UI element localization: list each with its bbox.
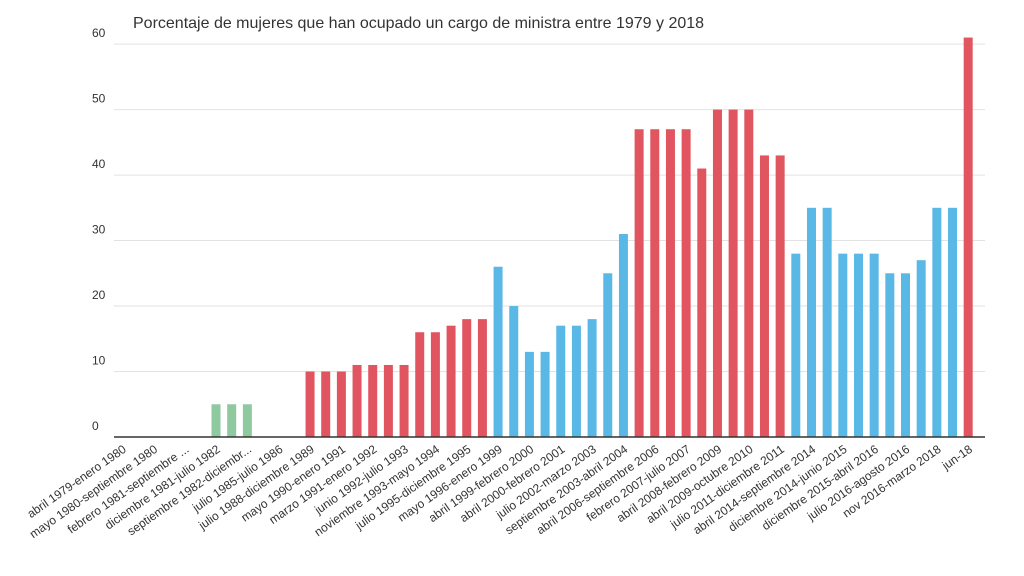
bar (759, 155, 769, 437)
bar (869, 253, 879, 437)
bar (901, 273, 910, 437)
bar (916, 260, 926, 437)
bar (822, 207, 832, 437)
bar (399, 364, 409, 437)
bar (242, 404, 252, 437)
bar (336, 371, 346, 437)
y-tick-label: 10 (92, 354, 106, 368)
bar (697, 168, 707, 438)
bar (493, 266, 503, 437)
bar (321, 371, 331, 437)
bar (963, 37, 973, 437)
bar (211, 404, 221, 437)
bar (728, 109, 738, 438)
bar (462, 319, 472, 437)
bar (885, 273, 895, 437)
bar (383, 364, 393, 437)
bar (618, 234, 628, 437)
bar (853, 253, 863, 437)
bar (634, 129, 644, 437)
bar (446, 325, 456, 437)
bar (650, 129, 660, 437)
bar (415, 332, 425, 437)
bar (352, 364, 362, 437)
y-tick-label: 30 (92, 223, 106, 237)
bar (948, 207, 958, 437)
bar (932, 207, 942, 437)
bar (556, 325, 566, 437)
bar (665, 129, 675, 437)
bar (540, 351, 550, 437)
bar (603, 273, 613, 437)
bar (477, 319, 487, 437)
y-tick-label: 20 (92, 288, 106, 302)
x-tick-label: jun-18 (939, 442, 975, 473)
bar (571, 325, 581, 437)
bar (305, 371, 315, 437)
y-tick-label: 60 (92, 26, 106, 40)
bar (791, 253, 801, 437)
bar (509, 306, 519, 437)
bar (227, 404, 237, 437)
bar (587, 319, 597, 437)
bar (775, 155, 785, 437)
bar (712, 109, 722, 438)
chart-title: Porcentaje de mujeres que han ocupado un… (133, 15, 704, 32)
bar (744, 109, 754, 438)
bar (838, 253, 848, 437)
y-tick-label: 50 (92, 92, 106, 106)
bar (681, 129, 691, 437)
y-tick-label: 40 (92, 157, 106, 171)
bar (806, 207, 816, 437)
y-tick-label: 0 (92, 419, 99, 433)
bar (430, 332, 440, 437)
bar (524, 351, 534, 437)
bar (368, 364, 378, 437)
